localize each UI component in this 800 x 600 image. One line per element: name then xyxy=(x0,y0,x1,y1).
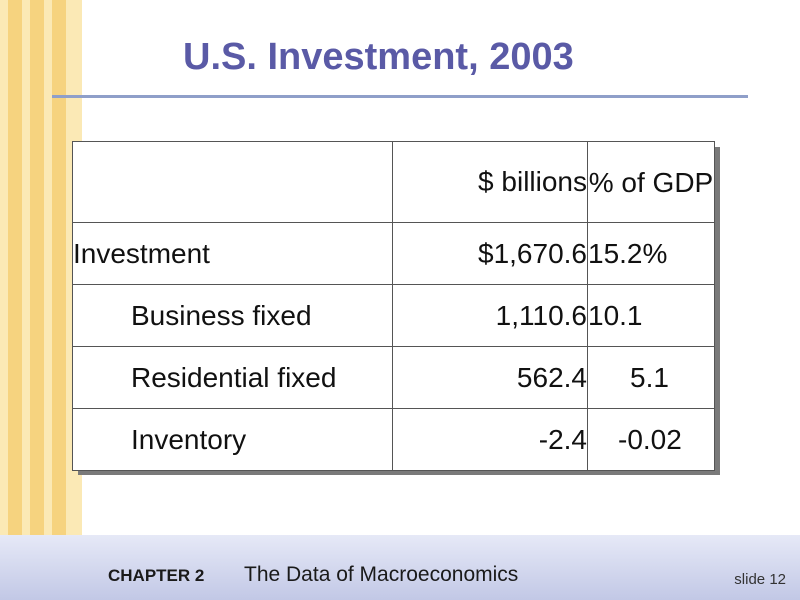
row-billions: 1,110.6 xyxy=(392,284,588,347)
row-label: Residential fixed xyxy=(72,346,393,409)
stripe xyxy=(52,0,66,535)
table-header-row: $ billions % of GDP xyxy=(72,141,715,223)
row-pct-gdp: 10.1 xyxy=(587,284,715,347)
row-billions: $1,670.6 xyxy=(392,222,588,285)
row-billions: -2.4 xyxy=(392,408,588,471)
investment-table: $ billions % of GDP Investment $1,670.6 … xyxy=(72,141,715,471)
footer-chapter: CHAPTER 2 xyxy=(108,566,205,585)
header-billions: $ billions xyxy=(392,141,588,223)
row-billions: 562.4 xyxy=(392,346,588,409)
footer-subtitle: The Data of Macroeconomics xyxy=(244,563,519,586)
row-label: Inventory xyxy=(72,408,393,471)
table-row: Investment $1,670.6 15.2% xyxy=(72,222,715,285)
row-pct-gdp: -0.02 xyxy=(587,408,715,471)
decorative-stripes xyxy=(0,0,82,535)
slide-footer: CHAPTER 2 The Data of Macroeconomics sli… xyxy=(0,535,800,600)
table-row: Business fixed 1,110.6 10.1 xyxy=(72,284,715,347)
stripe xyxy=(30,0,44,535)
stripe xyxy=(8,0,22,535)
slide-number: slide 12 xyxy=(734,571,786,588)
investment-table-container: $ billions % of GDP Investment $1,670.6 … xyxy=(72,141,720,475)
row-pct-gdp: 5.1 xyxy=(587,346,715,409)
slide-title: U.S. Investment, 2003 xyxy=(183,36,574,78)
header-label-cell xyxy=(72,141,393,223)
header-pct-gdp: % of GDP xyxy=(587,141,715,223)
row-label: Business fixed xyxy=(72,284,393,347)
table-row: Inventory -2.4 -0.02 xyxy=(72,408,715,471)
title-divider xyxy=(52,95,748,98)
row-label: Investment xyxy=(72,222,393,285)
table-row: Residential fixed 562.4 5.1 xyxy=(72,346,715,409)
row-pct-gdp: 15.2% xyxy=(587,222,715,285)
